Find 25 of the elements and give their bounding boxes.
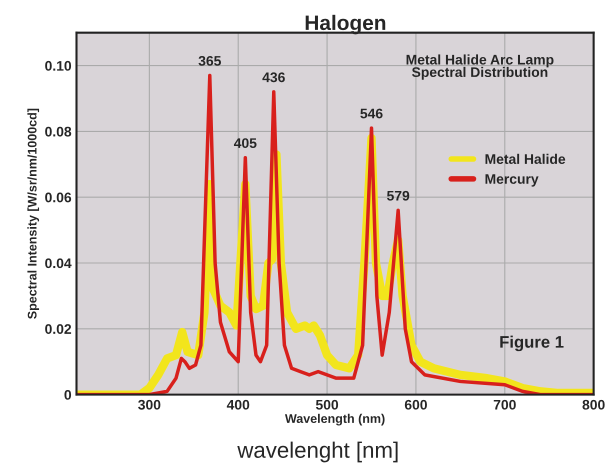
- legend-label: Metal Halide: [486, 154, 566, 164]
- x-tick-label: 500: [316, 400, 338, 410]
- chart-title: Halogen: [306, 14, 386, 34]
- annotation: 365: [198, 56, 221, 66]
- annotation: 405: [234, 138, 257, 148]
- x-axis-title: Wavelength (nm): [284, 414, 385, 426]
- x-tick-label: 400: [226, 400, 250, 410]
- annotation: 579: [387, 190, 410, 201]
- annotation: 546: [360, 108, 383, 118]
- x-tick-label: 300: [138, 400, 160, 410]
- y-tick-label: 0.08: [45, 126, 72, 137]
- y-axis-title: Spectral Intensity [W/sr/nm/1000cd]: [27, 108, 40, 319]
- annotation: 436: [262, 72, 285, 82]
- x-tick-label: 700: [494, 400, 516, 410]
- y-tick-label: 0.06: [45, 192, 72, 202]
- legend-label: Mercury: [486, 174, 539, 187]
- y-tick-label: 0.04: [45, 258, 72, 268]
- y-tick-label: 0: [64, 390, 72, 400]
- y-tick-label: 0.10: [45, 60, 72, 71]
- text: wavelenght [nm]: [237, 442, 398, 462]
- annotation: Metal Halide Arc Lamp Spectral Distribution: [406, 54, 554, 80]
- y-tick-label: 0.02: [45, 324, 72, 334]
- x-tick-label: 800: [582, 400, 605, 410]
- annotation: Figure 1: [500, 336, 564, 352]
- x-tick-label: 600: [404, 400, 427, 410]
